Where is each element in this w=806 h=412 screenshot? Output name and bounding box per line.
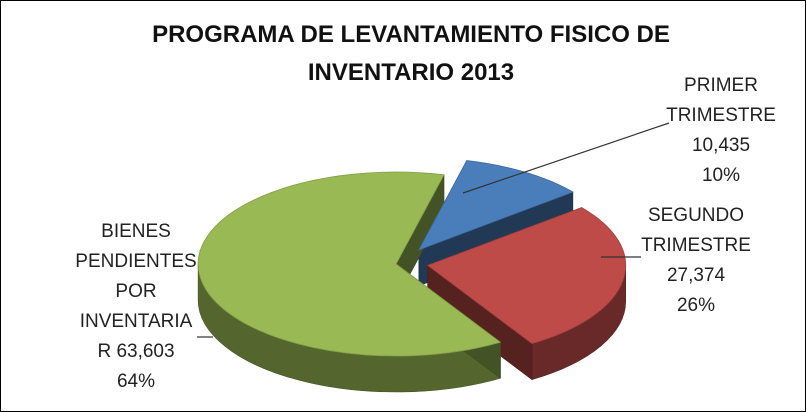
pie-slice xyxy=(197,171,502,357)
label-percent: 10% xyxy=(701,165,741,186)
label-name-line: PRIMER xyxy=(684,75,758,96)
label-percent: 26% xyxy=(676,295,716,316)
chart-title-line1: PROGRAMA DE LEVANTAMIENTO FISICO DE xyxy=(152,21,670,48)
label-name-line: BIENES xyxy=(101,221,171,242)
label-name-line: INVENTARIA xyxy=(79,311,193,332)
label-percent: 64% xyxy=(116,371,156,392)
label-name-line: TRIMESTRE xyxy=(666,105,776,126)
label-value: 27,374 xyxy=(666,265,726,286)
leader-line-primer xyxy=(462,122,670,194)
label-name-line: TRIMESTRE xyxy=(641,235,751,256)
label-value: 10,435 xyxy=(691,135,751,156)
pie-slice xyxy=(426,207,627,345)
label-value: R 63,603 xyxy=(97,341,175,362)
label-primer-trimestre: PRIMER TRIMESTRE 10,435 10% xyxy=(651,71,791,191)
label-segundo-trimestre: SEGUNDO TRIMESTRE 27,374 26% xyxy=(626,201,766,321)
label-name-line: PENDIENTES xyxy=(75,251,197,272)
label-name-line: SEGUNDO xyxy=(647,205,745,226)
chart-title-line2: INVENTARIO 2013 xyxy=(307,59,515,86)
leader-lines xyxy=(197,122,670,338)
label-name-line: POR xyxy=(115,281,157,302)
pie-tops xyxy=(197,160,627,357)
label-bienes-pendientes: BIENES PENDIENTES POR INVENTARIA R 63,60… xyxy=(61,217,211,397)
